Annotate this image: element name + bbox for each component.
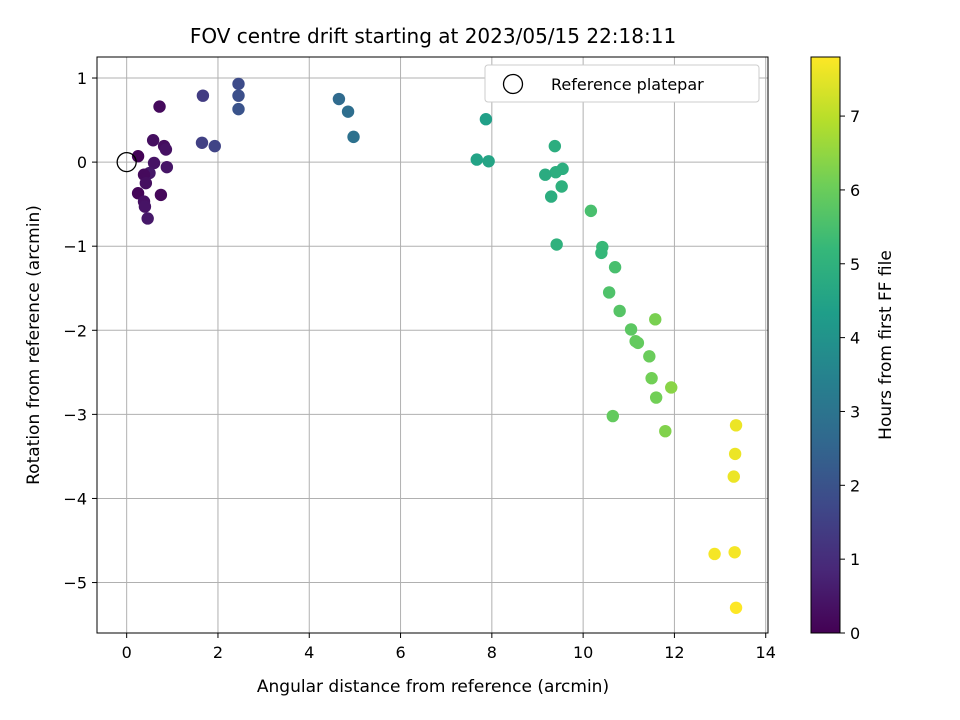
legend-label-reference: Reference platepar xyxy=(551,75,704,94)
data-point xyxy=(555,180,568,193)
colorbar-tick-label: 6 xyxy=(850,181,860,200)
data-points xyxy=(116,77,743,614)
data-point xyxy=(159,143,173,156)
data-point xyxy=(729,601,743,614)
x-tick-label: 10 xyxy=(573,643,593,662)
colorbar-tick-label: 0 xyxy=(850,624,860,643)
data-point xyxy=(649,391,663,404)
data-point xyxy=(232,77,245,91)
grid xyxy=(97,57,768,633)
colorbar-tick-label: 4 xyxy=(850,329,860,348)
colorbar-tick-label: 2 xyxy=(850,476,860,495)
data-point xyxy=(665,381,678,394)
data-point xyxy=(232,102,245,116)
x-tick-label: 4 xyxy=(304,643,314,662)
x-axis-ticks: 0 2 4 6 8 10 12 14 xyxy=(122,633,776,662)
data-point xyxy=(708,547,721,561)
reference-platepar-marker xyxy=(116,151,137,173)
legend: Reference platepar xyxy=(484,64,760,103)
y-tick-label: −5 xyxy=(63,574,87,593)
y-axis-label: Rotation from reference (arcmin) xyxy=(24,205,44,485)
data-point xyxy=(729,419,743,432)
data-point xyxy=(131,150,145,163)
data-point xyxy=(482,155,495,168)
data-point xyxy=(347,130,360,144)
y-tick-label: −2 xyxy=(63,321,87,340)
x-tick-label: 0 xyxy=(122,643,132,662)
data-point xyxy=(139,176,153,190)
data-point xyxy=(208,139,221,153)
data-point xyxy=(539,168,552,181)
data-point xyxy=(548,139,562,153)
data-point xyxy=(195,136,209,149)
data-point xyxy=(160,160,174,174)
data-point xyxy=(196,89,210,102)
data-point xyxy=(138,200,152,213)
y-tick-label: 1 xyxy=(77,69,87,88)
x-tick-label: 6 xyxy=(395,643,405,662)
y-tick-label: −4 xyxy=(63,489,87,508)
colorbar-ticks: 0 1 2 3 4 5 6 7 xyxy=(840,107,860,643)
data-point xyxy=(544,190,558,203)
data-point xyxy=(146,134,160,147)
data-point xyxy=(550,238,563,251)
data-point xyxy=(645,372,658,385)
colorbar-tick-label: 5 xyxy=(850,255,860,274)
data-point xyxy=(728,447,742,461)
x-tick-label: 14 xyxy=(756,643,776,662)
data-point xyxy=(606,409,620,423)
y-tick-label: −3 xyxy=(63,405,87,424)
x-axis-label: Angular distance from reference (arcmin) xyxy=(257,677,609,697)
data-point xyxy=(332,92,346,106)
data-point xyxy=(147,156,161,170)
data-point xyxy=(341,105,355,118)
legend-marker-reference xyxy=(502,73,524,95)
colorbar-tick-label: 7 xyxy=(850,107,860,126)
data-point xyxy=(608,261,622,274)
data-point xyxy=(727,470,740,483)
data-point xyxy=(470,153,483,166)
colorbar-tick-label: 3 xyxy=(850,402,860,421)
data-point xyxy=(643,350,656,363)
legend-box xyxy=(484,64,760,103)
colorbar-gradient xyxy=(810,56,841,634)
colorbar-label: Hours from first FF file xyxy=(876,250,896,440)
chart-title: FOV centre drift starting at 2023/05/15 … xyxy=(190,24,676,48)
data-point xyxy=(154,188,168,202)
y-tick-label: 0 xyxy=(77,153,87,172)
colorbar: 0 1 2 3 4 5 6 7 Hours from first FF file xyxy=(810,56,896,643)
data-point xyxy=(728,546,741,559)
data-point xyxy=(479,113,493,126)
x-tick-label: 12 xyxy=(664,643,684,662)
data-point xyxy=(153,100,166,113)
data-point xyxy=(624,323,638,336)
x-tick-label: 8 xyxy=(487,643,497,662)
data-point xyxy=(232,89,245,102)
data-point xyxy=(649,313,662,326)
y-axis-ticks: 1 0 −1 −2 −3 −4 −5 xyxy=(63,69,97,593)
data-point xyxy=(613,304,626,318)
data-point xyxy=(659,424,672,438)
x-tick-label: 2 xyxy=(213,643,223,662)
data-point xyxy=(631,336,645,350)
y-tick-label: −1 xyxy=(63,237,87,256)
data-point xyxy=(602,286,616,299)
data-point xyxy=(141,212,154,225)
data-point xyxy=(549,166,562,179)
data-point xyxy=(584,204,598,218)
colorbar-tick-label: 1 xyxy=(850,550,860,569)
plot-frame xyxy=(96,56,769,634)
data-point xyxy=(595,246,608,260)
